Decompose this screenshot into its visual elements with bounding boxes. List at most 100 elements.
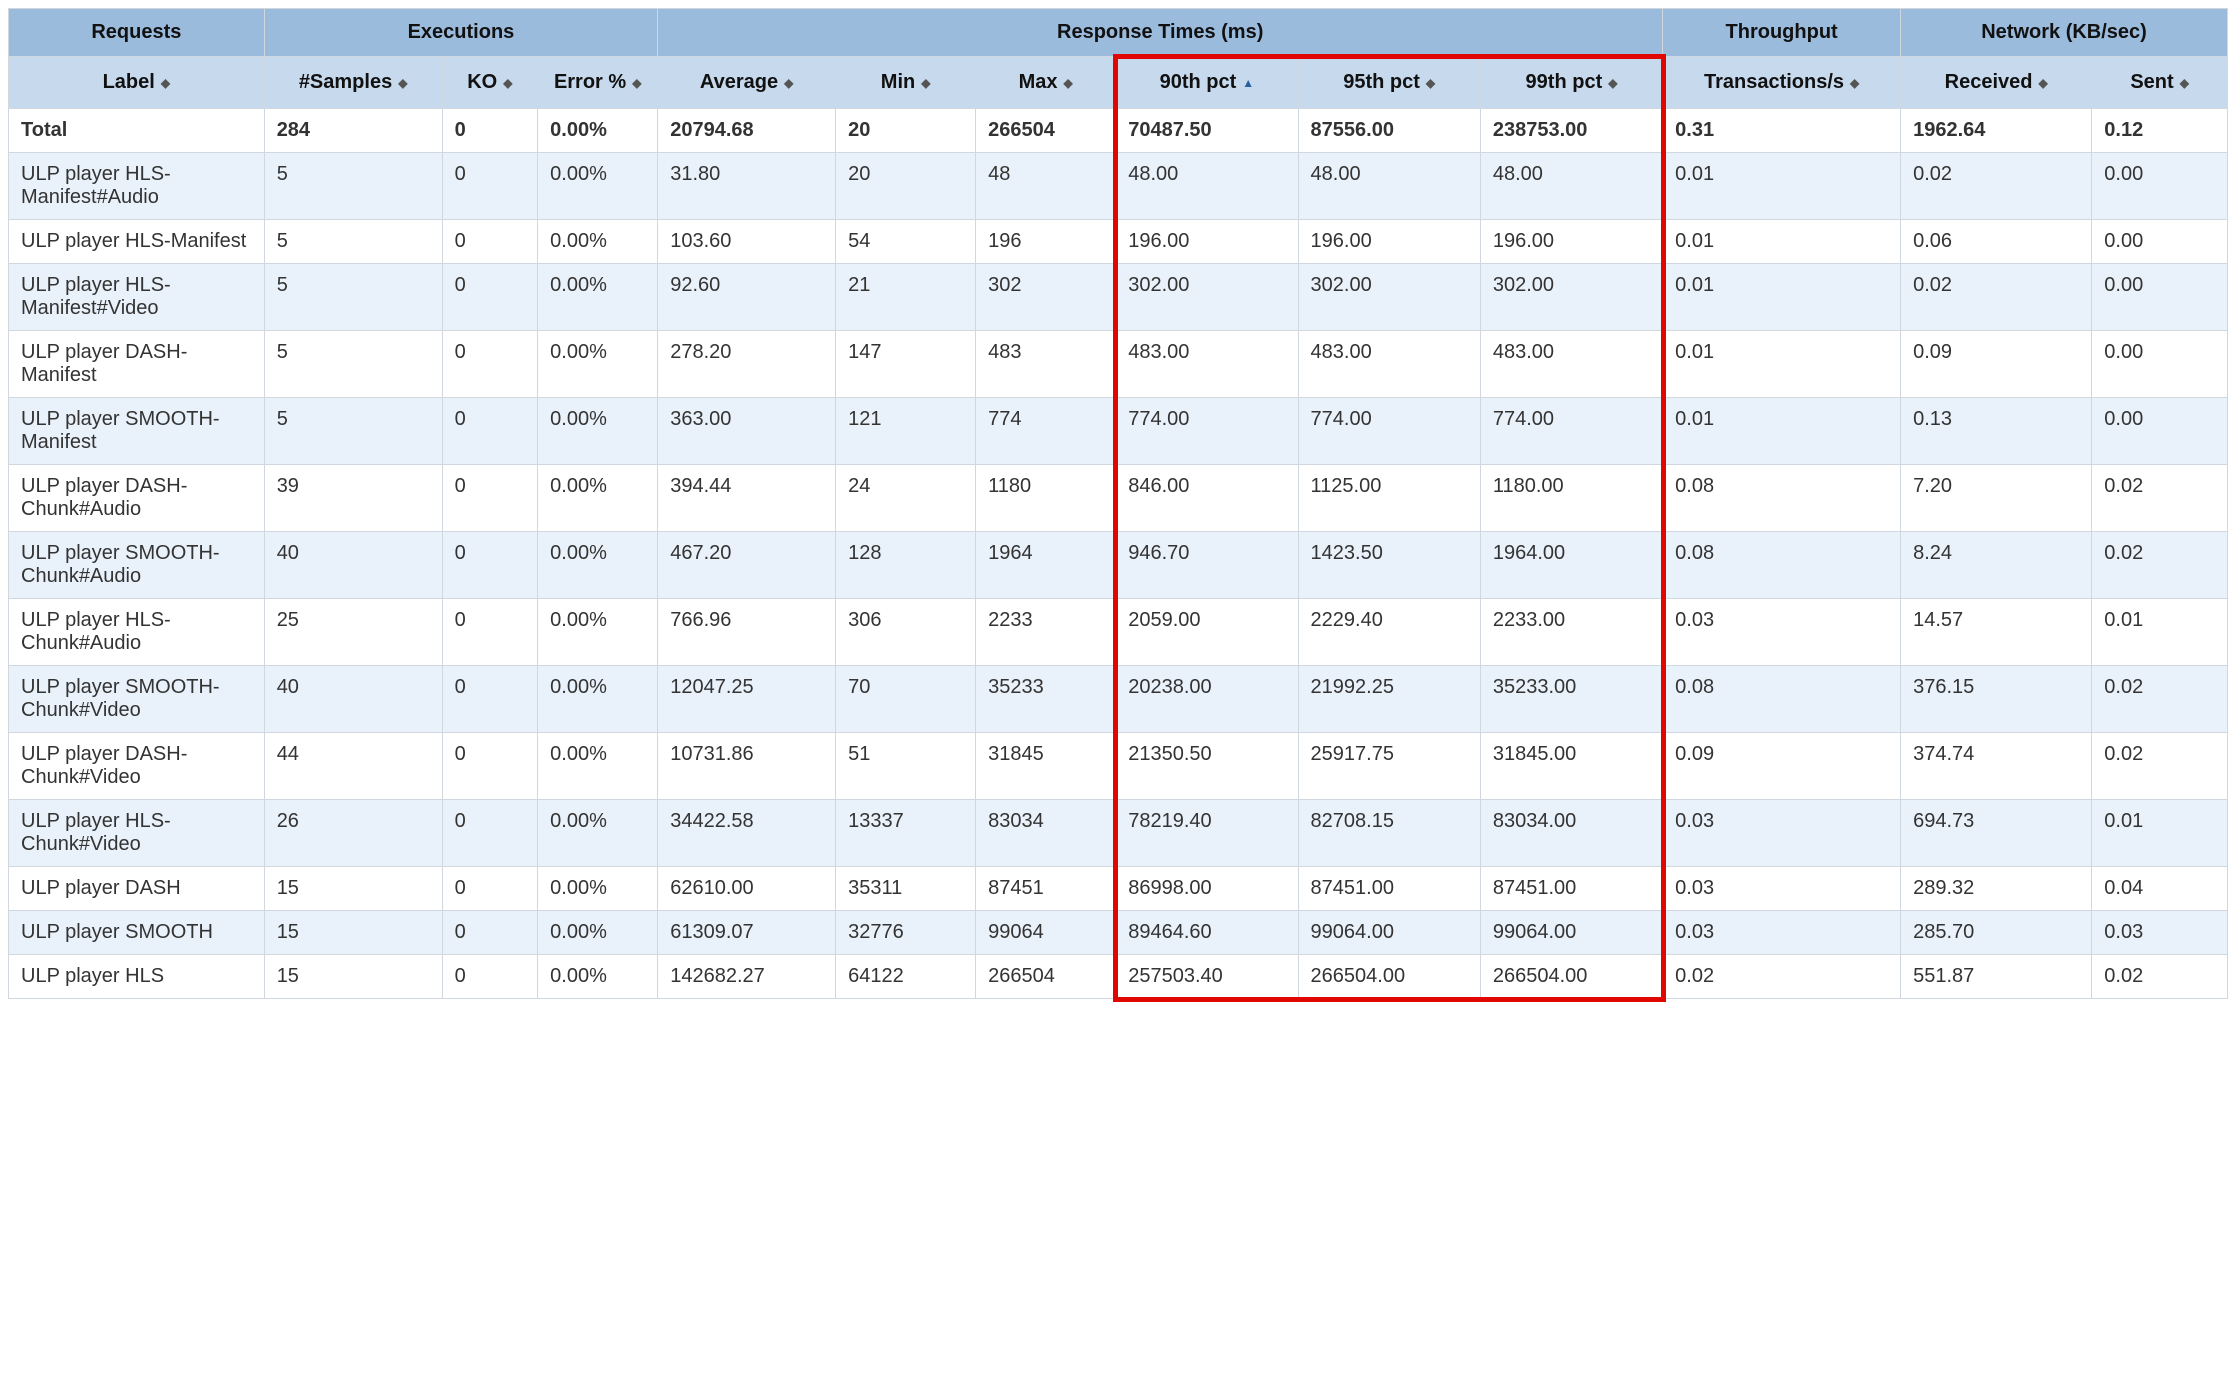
col-header-sent[interactable]: Sent◆ xyxy=(2092,57,2228,109)
sort-icon: ◆ xyxy=(2038,77,2047,89)
cell-p99: 302.00 xyxy=(1480,264,1662,331)
cell-max: 302 xyxy=(976,264,1116,331)
col-header-label: 95th pct xyxy=(1343,71,1420,93)
cell-err: 0.00% xyxy=(538,398,658,465)
col-header-p99[interactable]: 99th pct◆ xyxy=(1480,57,1662,109)
cell-min: 20 xyxy=(836,153,976,220)
cell-max: 266504 xyxy=(976,955,1116,999)
col-header-err[interactable]: Error %◆ xyxy=(538,57,658,109)
cell-p99: 31845.00 xyxy=(1480,733,1662,800)
col-header-p95[interactable]: 95th pct ◆ xyxy=(1298,57,1480,109)
col-header-label: Max xyxy=(1019,71,1058,93)
cell-tps: 0.01 xyxy=(1663,264,1901,331)
cell-avg: 10731.86 xyxy=(658,733,836,800)
cell-p95: 483.00 xyxy=(1298,331,1480,398)
cell-p90: 774.00 xyxy=(1116,398,1298,465)
cell-tps: 0.03 xyxy=(1663,599,1901,666)
col-header-tps[interactable]: Transactions/s◆ xyxy=(1663,57,1901,109)
cell-max: 483 xyxy=(976,331,1116,398)
cell-samples: 40 xyxy=(264,666,442,733)
cell-recv: 0.02 xyxy=(1901,264,2092,331)
col-header-label: 90th pct xyxy=(1160,71,1237,93)
cell-p90: 196.00 xyxy=(1116,220,1298,264)
sort-icon: ◆ xyxy=(1426,77,1435,89)
sort-icon: ◆ xyxy=(784,77,793,89)
cell-samples: 40 xyxy=(264,532,442,599)
cell-avg: 12047.25 xyxy=(658,666,836,733)
cell-sent: 0.01 xyxy=(2092,800,2228,867)
cell-tps: 0.08 xyxy=(1663,666,1901,733)
header-group-3: Throughput xyxy=(1663,9,1901,57)
sort-icon: ◆ xyxy=(921,77,930,89)
cell-tps: 0.03 xyxy=(1663,800,1901,867)
cell-sent: 0.00 xyxy=(2092,331,2228,398)
cell-avg: 278.20 xyxy=(658,331,836,398)
table-row: ULP player HLS-Manifest#Video500.00%92.6… xyxy=(9,264,2228,331)
cell-sent: 0.00 xyxy=(2092,153,2228,220)
col-header-ko[interactable]: KO◆ xyxy=(442,57,538,109)
col-header-max[interactable]: Max ◆ xyxy=(976,57,1116,109)
cell-ko: 0 xyxy=(442,911,538,955)
header-group-2: Response Times (ms) xyxy=(658,9,1663,57)
cell-err: 0.00% xyxy=(538,666,658,733)
cell-err: 0.00% xyxy=(538,955,658,999)
cell-p95: 1125.00 xyxy=(1298,465,1480,532)
cell-recv: 289.32 xyxy=(1901,867,2092,911)
cell-p90: 70487.50 xyxy=(1116,109,1298,153)
cell-recv: 285.70 xyxy=(1901,911,2092,955)
col-header-avg[interactable]: Average◆ xyxy=(658,57,836,109)
cell-recv: 8.24 xyxy=(1901,532,2092,599)
cell-p99: 87451.00 xyxy=(1480,867,1662,911)
cell-p95: 1423.50 xyxy=(1298,532,1480,599)
cell-avg: 394.44 xyxy=(658,465,836,532)
col-header-min[interactable]: Min◆ xyxy=(836,57,976,109)
cell-p90: 78219.40 xyxy=(1116,800,1298,867)
cell-max: 774 xyxy=(976,398,1116,465)
cell-avg: 92.60 xyxy=(658,264,836,331)
cell-p95: 87451.00 xyxy=(1298,867,1480,911)
sort-icon: ◆ xyxy=(1064,77,1073,89)
header-column-row: Label◆#Samples◆KO◆Error %◆Average◆Min◆Ma… xyxy=(9,57,2228,109)
cell-samples: 15 xyxy=(264,867,442,911)
table-row: ULP player SMOOTH1500.00%61309.073277699… xyxy=(9,911,2228,955)
col-header-samples[interactable]: #Samples◆ xyxy=(264,57,442,109)
cell-min: 128 xyxy=(836,532,976,599)
cell-max: 196 xyxy=(976,220,1116,264)
cell-label: ULP player SMOOTH xyxy=(9,911,265,955)
table-row: ULP player SMOOTH-Chunk#Audio4000.00%467… xyxy=(9,532,2228,599)
sort-icon: ◆ xyxy=(503,77,512,89)
cell-ko: 0 xyxy=(442,220,538,264)
cell-p90: 946.70 xyxy=(1116,532,1298,599)
cell-sent: 0.00 xyxy=(2092,398,2228,465)
cell-label: Total xyxy=(9,109,265,153)
col-header-recv[interactable]: Received◆ xyxy=(1901,57,2092,109)
col-header-label: Label xyxy=(103,71,155,93)
cell-ko: 0 xyxy=(442,666,538,733)
table-row: ULP player HLS-Chunk#Video2600.00%34422.… xyxy=(9,800,2228,867)
cell-p90: 20238.00 xyxy=(1116,666,1298,733)
cell-min: 64122 xyxy=(836,955,976,999)
col-header-p90[interactable]: 90th pct▲ xyxy=(1116,57,1298,109)
cell-min: 32776 xyxy=(836,911,976,955)
cell-samples: 5 xyxy=(264,153,442,220)
sort-icon: ◆ xyxy=(398,77,407,89)
cell-p95: 48.00 xyxy=(1298,153,1480,220)
cell-recv: 0.06 xyxy=(1901,220,2092,264)
sort-icon: ◆ xyxy=(161,77,170,89)
cell-recv: 551.87 xyxy=(1901,955,2092,999)
cell-p90: 21350.50 xyxy=(1116,733,1298,800)
cell-sent: 0.04 xyxy=(2092,867,2228,911)
cell-sent: 0.00 xyxy=(2092,264,2228,331)
cell-min: 54 xyxy=(836,220,976,264)
cell-p90: 302.00 xyxy=(1116,264,1298,331)
cell-label: ULP player DASH-Chunk#Audio xyxy=(9,465,265,532)
table-row: ULP player HLS1500.00%142682.27641222665… xyxy=(9,955,2228,999)
col-header-label: Transactions/s xyxy=(1704,71,1844,93)
statistics-table: RequestsExecutionsResponse Times (ms)Thr… xyxy=(8,8,2228,999)
col-header-label[interactable]: Label ◆ xyxy=(9,57,265,109)
cell-p95: 25917.75 xyxy=(1298,733,1480,800)
cell-samples: 5 xyxy=(264,398,442,465)
cell-p99: 2233.00 xyxy=(1480,599,1662,666)
cell-err: 0.00% xyxy=(538,733,658,800)
cell-ko: 0 xyxy=(442,153,538,220)
